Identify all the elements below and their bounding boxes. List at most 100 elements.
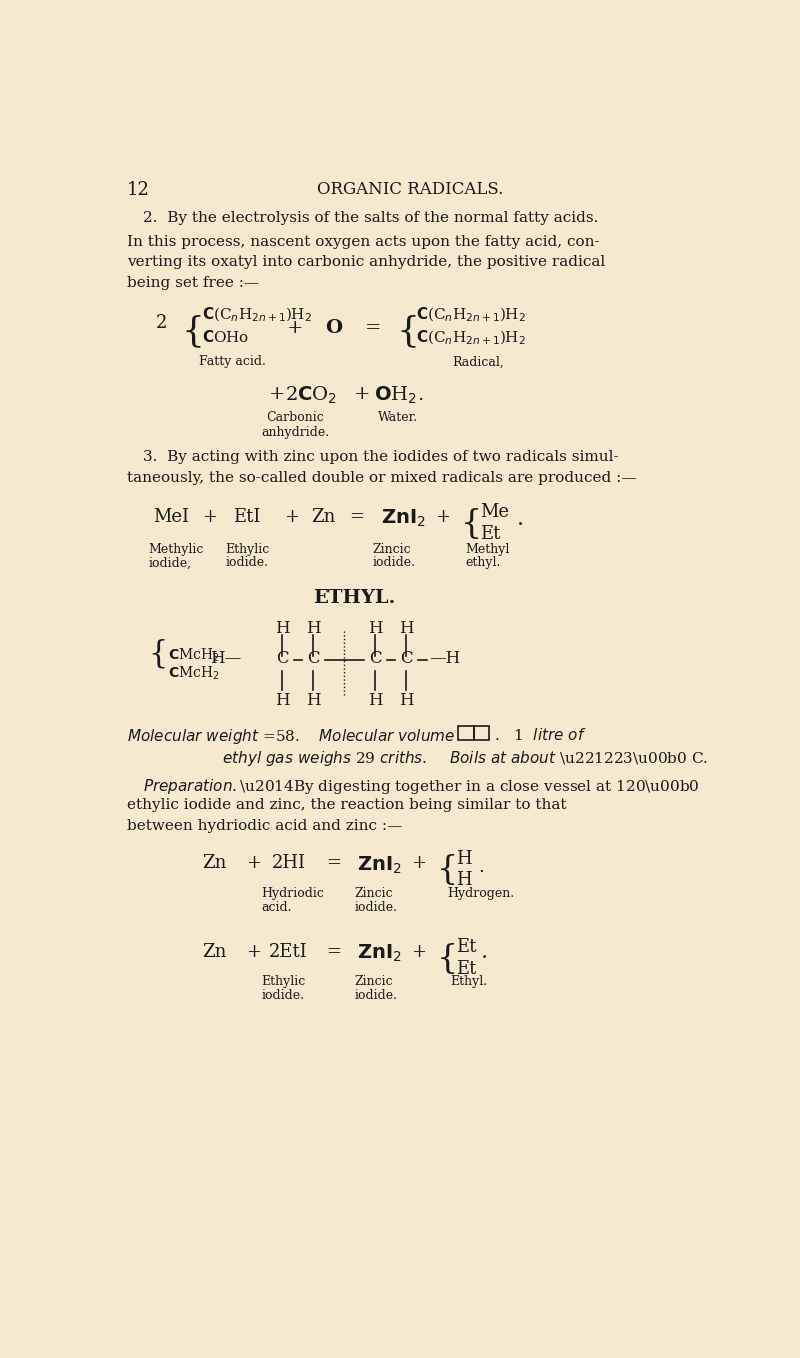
Text: Zincic: Zincic xyxy=(354,975,393,989)
Text: +: + xyxy=(269,384,285,403)
Text: Hydrogen.: Hydrogen. xyxy=(447,887,514,900)
Text: Fatty acid.: Fatty acid. xyxy=(199,356,266,368)
Text: H: H xyxy=(275,693,290,709)
Text: Zincic: Zincic xyxy=(354,887,393,900)
Text: 12: 12 xyxy=(127,181,150,198)
Text: 2$\mathbf{C}$O$_2$: 2$\mathbf{C}$O$_2$ xyxy=(285,384,337,406)
Text: 2EtI: 2EtI xyxy=(269,942,308,961)
Text: O: O xyxy=(326,319,342,337)
Text: $\mathbf{C}$McH$_2$: $\mathbf{C}$McH$_2$ xyxy=(168,665,220,683)
Text: $\mathbf{O}$H$_2$.: $\mathbf{O}$H$_2$. xyxy=(374,384,423,406)
Text: +: + xyxy=(287,319,303,337)
Text: —H: —H xyxy=(430,649,461,667)
Text: =: = xyxy=(365,319,381,337)
Text: Radical,: Radical, xyxy=(453,356,504,368)
Text: EtI: EtI xyxy=(234,508,261,526)
Text: {: { xyxy=(148,638,167,669)
Text: iodide.: iodide. xyxy=(262,989,304,1002)
Text: {: { xyxy=(396,314,419,348)
Text: Zn: Zn xyxy=(202,854,226,872)
Text: +: + xyxy=(435,508,450,526)
Text: {: { xyxy=(437,942,458,975)
Text: being set free :—: being set free :— xyxy=(127,276,259,291)
Text: Methyl: Methyl xyxy=(466,543,510,555)
Text: taneously, the so-called double or mixed radicals are produced :—: taneously, the so-called double or mixed… xyxy=(127,471,637,485)
Text: Ethyl.: Ethyl. xyxy=(450,975,487,989)
Text: $\mathit{Molecular\ weight}$ =58.    $\mathit{Molecular\ volume}$: $\mathit{Molecular\ weight}$ =58. $\math… xyxy=(127,728,455,747)
Text: $\mathbf{C}$OHo: $\mathbf{C}$OHo xyxy=(202,329,250,345)
Text: $\mathit{Preparation.}$\u2014By digesting together in a close vessel at 120\u00b: $\mathit{Preparation.}$\u2014By digestin… xyxy=(142,777,699,796)
Text: 2: 2 xyxy=(156,314,167,331)
Text: {: { xyxy=(460,508,482,540)
Text: $\mathbf{C}$(C$_n$H$_{2n+1}$)H$_2$: $\mathbf{C}$(C$_n$H$_{2n+1}$)H$_2$ xyxy=(202,306,312,323)
Text: =: = xyxy=(350,508,365,526)
Text: 3.  By acting with zinc upon the iodides of two radicals simul-: 3. By acting with zinc upon the iodides … xyxy=(142,449,618,464)
Text: Et: Et xyxy=(457,960,477,978)
Text: Carbonic: Carbonic xyxy=(266,411,324,424)
Text: verting its oxatyl into carbonic anhydride, the positive radical: verting its oxatyl into carbonic anhydri… xyxy=(127,255,606,269)
Text: {: { xyxy=(182,314,204,348)
Text: $\mathbf{C}$(C$_n$H$_{2n+1}$)H$_2$: $\mathbf{C}$(C$_n$H$_{2n+1}$)H$_2$ xyxy=(416,329,526,346)
Text: ethyl.: ethyl. xyxy=(466,557,501,569)
Text: Zincic: Zincic xyxy=(373,543,411,555)
Text: Me: Me xyxy=(480,504,509,521)
Text: acid.: acid. xyxy=(262,900,292,914)
Text: =: = xyxy=(326,854,342,872)
Text: C: C xyxy=(369,649,382,667)
Text: 2HI: 2HI xyxy=(272,854,306,872)
Text: Et: Et xyxy=(480,524,500,543)
Text: H: H xyxy=(368,619,382,637)
Text: H: H xyxy=(457,872,472,889)
Text: $\mathbf{C}$McH$_2$: $\mathbf{C}$McH$_2$ xyxy=(168,646,220,664)
Text: 2.  By the electrolysis of the salts of the normal fatty acids.: 2. By the electrolysis of the salts of t… xyxy=(142,212,598,225)
Text: +: + xyxy=(285,508,299,526)
Text: $\mathbf{C}$(C$_n$H$_{2n+1}$)H$_2$: $\mathbf{C}$(C$_n$H$_{2n+1}$)H$_2$ xyxy=(416,306,526,323)
Text: Water.: Water. xyxy=(378,411,418,424)
Text: iodide,: iodide, xyxy=(148,557,191,569)
Text: Hydriodic: Hydriodic xyxy=(262,887,324,900)
Text: H—: H— xyxy=(210,649,241,667)
Text: =: = xyxy=(326,942,342,961)
Text: between hydriodic acid and zinc :—: between hydriodic acid and zinc :— xyxy=(127,819,402,832)
Text: MeI: MeI xyxy=(153,508,189,526)
Text: +: + xyxy=(246,942,261,961)
Text: Zn: Zn xyxy=(202,942,226,961)
Text: C: C xyxy=(400,649,413,667)
Text: $\mathit{ethyl\ gas\ weighs}$ 29 $\mathit{criths.}$    $\mathit{Boils\ at\ about: $\mathit{ethyl\ gas\ weighs}$ 29 $\mathi… xyxy=(222,748,709,767)
Text: anhydride.: anhydride. xyxy=(262,425,330,439)
Text: ORGANIC RADICALS.: ORGANIC RADICALS. xyxy=(317,181,503,198)
Text: H: H xyxy=(306,693,321,709)
Text: iodide.: iodide. xyxy=(354,900,397,914)
Text: .: . xyxy=(478,858,484,876)
Text: +: + xyxy=(411,942,426,961)
Text: iodide.: iodide. xyxy=(226,557,269,569)
Text: H: H xyxy=(306,619,321,637)
Text: Zn: Zn xyxy=(310,508,335,526)
Text: $\mathbf{ZnI}_2$: $\mathbf{ZnI}_2$ xyxy=(381,508,426,530)
Text: H: H xyxy=(399,619,414,637)
Text: ·: · xyxy=(517,515,524,536)
Text: +: + xyxy=(202,508,218,526)
Text: $\mathbf{ZnI}_2$: $\mathbf{ZnI}_2$ xyxy=(358,942,402,964)
Text: Ethylic: Ethylic xyxy=(262,975,306,989)
Text: H: H xyxy=(368,693,382,709)
Text: ·: · xyxy=(482,947,489,968)
Text: {: { xyxy=(437,854,458,887)
Text: $\mathbf{ZnI}_2$: $\mathbf{ZnI}_2$ xyxy=(358,854,402,876)
Text: +: + xyxy=(411,854,426,872)
Text: H: H xyxy=(457,850,472,868)
Text: +: + xyxy=(354,384,370,403)
Text: In this process, nascent oxygen acts upon the fatty acid, con-: In this process, nascent oxygen acts upo… xyxy=(127,235,600,249)
Text: ethy​lic iodide and zinc, the reaction being similar to that: ethy​lic iodide and zinc, the reaction b… xyxy=(127,799,566,812)
Text: ETHYL.: ETHYL. xyxy=(313,589,395,607)
Text: iodide.: iodide. xyxy=(373,557,416,569)
Text: iodide.: iodide. xyxy=(354,989,397,1002)
Text: Et: Et xyxy=(457,938,477,956)
Text: +: + xyxy=(246,854,261,872)
Text: .   1  $\mathit{litre\ of}$: . 1 $\mathit{litre\ of}$ xyxy=(494,728,586,743)
Text: Methylic: Methylic xyxy=(148,543,203,555)
Text: C: C xyxy=(307,649,319,667)
Text: Ethylic: Ethylic xyxy=(226,543,270,555)
Text: H: H xyxy=(399,693,414,709)
Text: C: C xyxy=(276,649,289,667)
